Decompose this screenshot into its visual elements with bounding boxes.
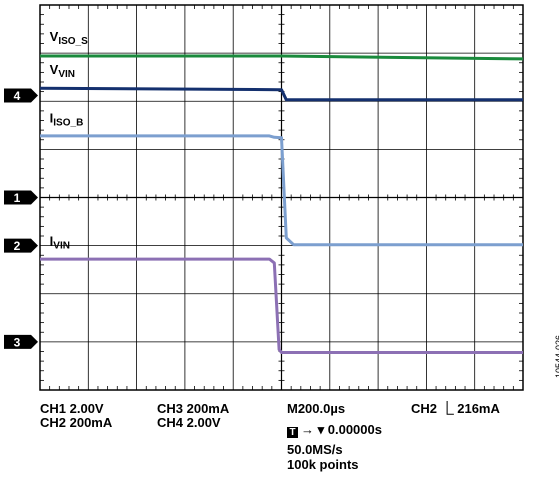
channel-marker-label-4: 4	[14, 89, 21, 103]
trace-label-i-vin: IVIN	[50, 234, 70, 252]
trace-label-main: I	[50, 234, 54, 249]
trace-label-v-vin: VVIN	[50, 62, 75, 80]
trace-label-subscript: VIN	[53, 241, 70, 252]
trace-label-i-iso-b: IISO_B	[50, 110, 84, 128]
trace-label-main: V	[50, 62, 59, 77]
trace-v-vin	[39, 86, 523, 102]
trace-label-main: I	[50, 110, 54, 125]
channel-marker-1	[4, 190, 38, 205]
sample-rate: 50.0MS/s	[287, 442, 343, 457]
trigger-position-icon: T	[287, 427, 298, 438]
channel-marker-4	[4, 88, 38, 103]
trace-label-subscript: ISO_B	[53, 117, 83, 128]
trace-label-main: V	[50, 29, 59, 44]
trigger-position: T → ▾ 0.00000s	[287, 422, 382, 438]
trace-label-subscript: VIN	[58, 69, 75, 80]
trace-i-iso-b	[40, 134, 523, 247]
figure-id: 10544-026	[554, 335, 559, 379]
trace-v-iso-s	[40, 54, 524, 61]
channel-marker-label-2: 2	[14, 239, 21, 253]
timebase-setting: M200.0µs	[287, 401, 346, 416]
ch4-setting: CH4 2.00V	[157, 415, 221, 430]
channel-marker-3	[4, 334, 38, 349]
channel-marker-label-1: 1	[14, 191, 21, 205]
channel-marker-label-3: 3	[14, 335, 21, 349]
channel-marker-2	[4, 238, 38, 253]
trigger-setting: CH2 ⎿ 216mA	[411, 401, 500, 416]
trace-i-vin	[40, 257, 523, 354]
record-length: 100k points	[287, 457, 359, 472]
trigger-position-value: → ▾ 0.00000s	[301, 422, 382, 437]
trace-label-subscript: ISO_S	[58, 36, 88, 47]
ch3-setting: CH3 200mA	[157, 401, 230, 416]
trace-label-v-iso-s: VISO_S	[50, 29, 88, 47]
ch1-setting: CH1 2.00V	[40, 401, 104, 416]
ch2-setting: CH2 200mA	[40, 415, 113, 430]
